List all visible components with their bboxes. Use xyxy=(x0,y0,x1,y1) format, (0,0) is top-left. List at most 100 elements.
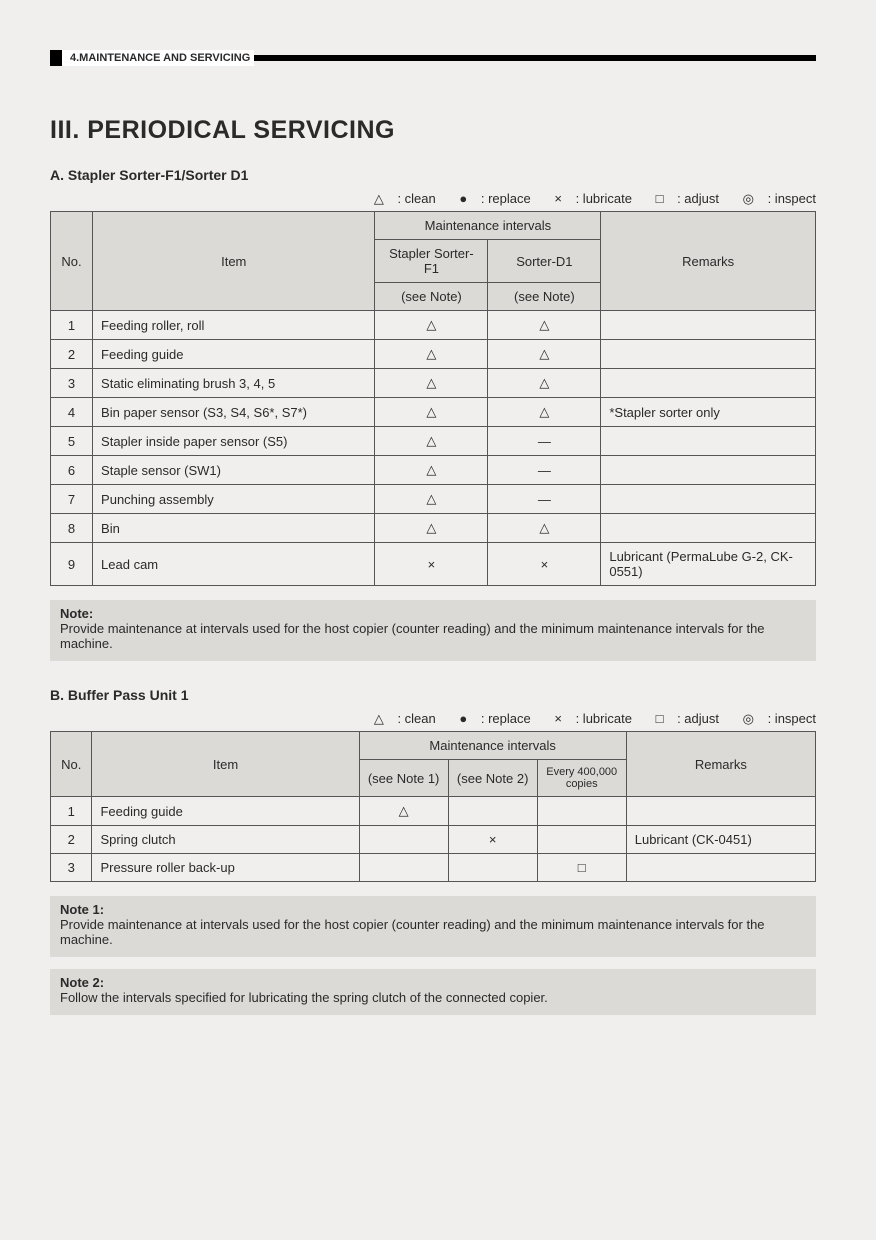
cell-rem xyxy=(601,485,816,514)
th-c2b: (see Note) xyxy=(488,283,601,311)
legend-adjust-b: □ : adjust xyxy=(646,711,719,726)
cell-no: 1 xyxy=(51,797,92,826)
cell-rem xyxy=(626,797,815,826)
legend-a: △ : clean ● : replace × : lubricate □ : … xyxy=(50,191,816,207)
th-item: Item xyxy=(93,212,375,311)
cell-c2: × xyxy=(448,826,537,854)
table-row: 2Spring clutch×Lubricant (CK-0451) xyxy=(51,826,816,854)
cell-item: Bin xyxy=(93,514,375,543)
legend-clean-b: △ : clean xyxy=(364,711,436,726)
cell-no: 6 xyxy=(51,456,93,485)
cell-c1: △ xyxy=(375,311,488,340)
cell-c2: △ xyxy=(488,514,601,543)
note-b2-text: Follow the intervals specified for lubri… xyxy=(60,990,548,1005)
cell-c2: △ xyxy=(488,369,601,398)
cell-no: 1 xyxy=(51,311,93,340)
note-b2: Note 2: Follow the intervals specified f… xyxy=(50,969,816,1015)
th2-rem: Remarks xyxy=(626,732,815,797)
cell-c2: — xyxy=(488,485,601,514)
legend-inspect-b: ◎ : inspect xyxy=(733,711,816,726)
th2-c1: (see Note 1) xyxy=(359,760,448,797)
cell-rem xyxy=(601,456,816,485)
note-b1-label: Note 1: xyxy=(60,902,104,917)
cell-no: 9 xyxy=(51,543,93,586)
th-rem: Remarks xyxy=(601,212,816,311)
table-row: 6Staple sensor (SW1)△— xyxy=(51,456,816,485)
cell-no: 5 xyxy=(51,427,93,456)
table-row: 3Static eliminating brush 3, 4, 5△△ xyxy=(51,369,816,398)
legend-inspect: ◎ : inspect xyxy=(733,191,816,206)
cell-c1: △ xyxy=(375,369,488,398)
cell-c2: — xyxy=(488,456,601,485)
note-b1: Note 1: Provide maintenance at intervals… xyxy=(50,896,816,957)
table-row: 2Feeding guide△△ xyxy=(51,340,816,369)
table-a: No. Item Maintenance intervals Remarks S… xyxy=(50,211,816,586)
cell-no: 7 xyxy=(51,485,93,514)
table-row: 3Pressure roller back-up□ xyxy=(51,854,816,882)
table-b: No. Item Maintenance intervals Remarks (… xyxy=(50,731,816,882)
cell-c2: △ xyxy=(488,311,601,340)
cell-no: 2 xyxy=(51,340,93,369)
legend-lubricate-b: × : lubricate xyxy=(544,711,632,726)
table-row: 1Feeding guide△ xyxy=(51,797,816,826)
cell-rem xyxy=(601,514,816,543)
cell-c1: △ xyxy=(375,485,488,514)
cell-rem xyxy=(601,427,816,456)
th2-mi: Maintenance intervals xyxy=(359,732,626,760)
chapter-label: 4.MAINTENANCE AND SERVICING xyxy=(50,50,254,66)
cell-no: 3 xyxy=(51,369,93,398)
cell-item: Lead cam xyxy=(93,543,375,586)
cell-item: Pressure roller back-up xyxy=(92,854,359,882)
cell-c2 xyxy=(448,854,537,882)
th-c1a: Stapler Sorter-F1 xyxy=(375,240,488,283)
cell-c3: □ xyxy=(537,854,626,882)
cell-c2 xyxy=(448,797,537,826)
note-b2-label: Note 2: xyxy=(60,975,104,990)
page-title: III. PERIODICAL SERVICING xyxy=(50,116,816,145)
cell-rem xyxy=(601,369,816,398)
cell-rem: Lubricant (PermaLube G-2, CK-0551) xyxy=(601,543,816,586)
cell-c2: — xyxy=(488,427,601,456)
th2-c3: Every 400,000 copies xyxy=(537,760,626,797)
cell-c1: △ xyxy=(375,427,488,456)
th-no: No. xyxy=(51,212,93,311)
cell-c1: △ xyxy=(375,340,488,369)
th2-c2: (see Note 2) xyxy=(448,760,537,797)
cell-rem xyxy=(626,854,815,882)
cell-rem: *Stapler sorter only xyxy=(601,398,816,427)
table-row: 5Stapler inside paper sensor (S5)△— xyxy=(51,427,816,456)
cell-no: 2 xyxy=(51,826,92,854)
note-b1-text: Provide maintenance at intervals used fo… xyxy=(60,917,765,947)
section-b-heading: B. Buffer Pass Unit 1 xyxy=(50,687,816,703)
cell-c1: △ xyxy=(375,398,488,427)
note-a-text: Provide maintenance at intervals used fo… xyxy=(60,621,765,651)
cell-c2: × xyxy=(488,543,601,586)
th2-item: Item xyxy=(92,732,359,797)
chapter-header: 4.MAINTENANCE AND SERVICING xyxy=(50,50,816,66)
table-row: 1Feeding roller, roll△△ xyxy=(51,311,816,340)
table-row: 9Lead cam××Lubricant (PermaLube G-2, CK-… xyxy=(51,543,816,586)
cell-c1: △ xyxy=(359,797,448,826)
cell-c3 xyxy=(537,826,626,854)
cell-c2: △ xyxy=(488,340,601,369)
cell-rem xyxy=(601,311,816,340)
cell-c1: × xyxy=(375,543,488,586)
cell-rem: Lubricant (CK-0451) xyxy=(626,826,815,854)
cell-c3 xyxy=(537,797,626,826)
cell-item: Staple sensor (SW1) xyxy=(93,456,375,485)
cell-item: Feeding guide xyxy=(93,340,375,369)
cell-c2: △ xyxy=(488,398,601,427)
th-c1b: (see Note) xyxy=(375,283,488,311)
table-row: 4Bin paper sensor (S3, S4, S6*, S7*)△△*S… xyxy=(51,398,816,427)
table-row: 8Bin△△ xyxy=(51,514,816,543)
cell-item: Punching assembly xyxy=(93,485,375,514)
cell-rem xyxy=(601,340,816,369)
legend-adjust: □ : adjust xyxy=(646,191,719,206)
cell-c1 xyxy=(359,826,448,854)
legend-clean: △ : clean xyxy=(364,191,436,206)
cell-c1 xyxy=(359,854,448,882)
cell-item: Feeding guide xyxy=(92,797,359,826)
section-a-heading: A. Stapler Sorter-F1/Sorter D1 xyxy=(50,167,816,183)
cell-c1: △ xyxy=(375,456,488,485)
legend-replace-b: ● : replace xyxy=(449,711,530,726)
